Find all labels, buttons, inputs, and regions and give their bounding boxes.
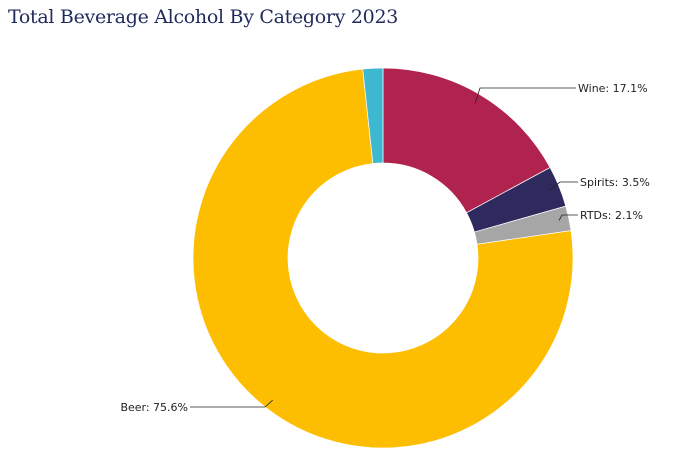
- leader-line: [474, 87, 576, 104]
- data-label: Wine: 17.1%: [578, 82, 648, 95]
- data-label: RTDs: 2.1%: [580, 209, 643, 222]
- slice-wine[interactable]: [382, 67, 551, 214]
- leader-line: [558, 214, 578, 221]
- leader-line: [549, 181, 578, 191]
- leader-line: [190, 399, 273, 408]
- chart-title: Total Beverage Alcohol By Category 2023: [8, 6, 399, 28]
- data-label: Spirits: 3.5%: [580, 176, 650, 189]
- data-label: Beer: 75.6%: [120, 401, 188, 414]
- slice-beer[interactable]: [192, 68, 574, 449]
- slice-unlabeled[interactable]: [362, 67, 384, 164]
